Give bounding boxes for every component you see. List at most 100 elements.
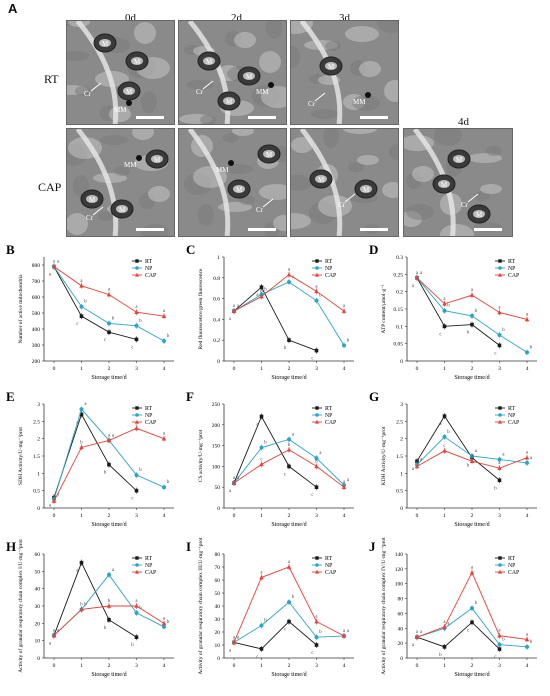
point-cap	[314, 464, 319, 469]
significance-letter: a	[53, 260, 56, 265]
significance-letter: b	[315, 459, 318, 464]
x-tick-label: 4	[343, 663, 346, 669]
micrograph-label: M	[236, 186, 243, 194]
y-axis-label: SDH Activity/U·mg⁻¹prot	[18, 427, 24, 485]
organelle-m: M	[125, 51, 149, 71]
y-tick-label: 0.5	[33, 489, 40, 495]
significance-letter: a	[416, 459, 419, 464]
point-cap	[341, 633, 347, 638]
x-tick-label: 4	[343, 513, 346, 519]
legend-label-cap: CAP	[508, 570, 519, 576]
y-tick-label: 200	[212, 423, 221, 429]
y-tick-label: 40	[35, 587, 41, 593]
point-cap	[79, 283, 84, 288]
organelle-m: M	[93, 33, 117, 53]
significance-letter: b	[139, 468, 142, 473]
series-line-rt	[233, 620, 317, 650]
point-rt	[134, 635, 139, 639]
micrograph-label: M	[456, 156, 463, 164]
point-np	[107, 572, 111, 577]
significance-letter: b	[167, 620, 170, 625]
y-axis-label: ATP content/μmol·g⁻¹	[381, 284, 387, 334]
legend-label-cap: CAP	[325, 273, 336, 279]
micrograph-label: MM	[114, 106, 127, 114]
significance-letter: a	[80, 279, 83, 284]
significance-letter: c	[311, 357, 313, 362]
point-cap	[286, 272, 292, 277]
y-tick-label: 0.3	[396, 255, 403, 261]
significance-letter: a	[229, 489, 232, 494]
point-np	[497, 457, 502, 462]
y-tick-label: 2	[400, 437, 403, 443]
micrograph-label: MM	[353, 98, 366, 106]
significance-letter: b	[84, 602, 87, 607]
series-line-rt	[416, 621, 500, 650]
point-np	[442, 308, 447, 313]
y-tick-label: 1.5	[33, 454, 40, 460]
significance-letter: b	[264, 287, 267, 292]
point-cap	[259, 575, 264, 580]
micrograph-label: M	[102, 40, 109, 48]
significance-letter: c	[467, 628, 469, 633]
y-tick-label: 20	[35, 621, 41, 627]
point-cap	[231, 640, 237, 645]
point-np	[162, 624, 166, 629]
organelle-cr: Cr	[196, 80, 214, 96]
y-tick-label: 500	[32, 311, 41, 317]
significance-letter: a	[347, 629, 350, 634]
legend-label-np: NP	[325, 563, 332, 569]
series-line-rt	[53, 266, 137, 340]
x-tick-label: 2	[288, 513, 291, 519]
x-tick-label: 1	[260, 513, 263, 519]
significance-letter: a	[526, 632, 529, 637]
point-rt	[259, 414, 264, 419]
y-tick-label: 60	[398, 611, 404, 617]
significance-letter: a	[108, 288, 111, 293]
point-cap	[524, 317, 530, 322]
y-axis-label: Activity of granular respiratory chain c…	[380, 537, 387, 675]
legend-label-cap: CAP	[508, 420, 519, 426]
x-tick-label: 2	[471, 366, 474, 372]
legend-label-rt: RT	[145, 556, 153, 562]
y-tick-label: 0	[217, 506, 220, 512]
significance-letter: c	[494, 351, 496, 356]
micrograph-label: M	[441, 181, 448, 189]
point-cap	[259, 294, 264, 299]
x-tick-label: 1	[80, 663, 83, 669]
organelle-cr: Cr	[308, 92, 326, 108]
series-line-rt	[416, 277, 500, 346]
micrograph-label: M	[266, 151, 273, 159]
point-cap	[414, 634, 420, 639]
point-cap	[469, 292, 475, 297]
y-tick-label: 0.5	[396, 489, 403, 495]
x-axis-label: Storage time/d	[91, 522, 126, 528]
x-tick-label: 0	[233, 366, 236, 372]
y-tick-label: 400	[32, 327, 41, 333]
point-cap	[341, 484, 347, 489]
point-cap	[106, 292, 112, 297]
y-tick-label: 140	[395, 552, 404, 558]
y-tick-label: 2.5	[396, 419, 403, 425]
x-tick-label: 4	[343, 366, 346, 372]
point-rt	[497, 343, 502, 348]
significance-letter: b	[139, 319, 142, 324]
point-rt	[287, 619, 291, 624]
significance-letter: a	[57, 492, 60, 497]
significance-letter: c	[494, 655, 496, 660]
organelle-m: M	[197, 51, 221, 71]
y-axis-label: Activity of granular respiratory chain c…	[17, 539, 24, 673]
significance-letter: a	[163, 309, 166, 314]
significance-letter: c	[131, 497, 133, 502]
significance-letter: a	[237, 304, 240, 309]
point-cap	[134, 603, 139, 608]
point-rt	[442, 645, 447, 649]
panel-letter: H	[6, 539, 16, 554]
micrograph-cap-3d: M M Cr	[290, 128, 399, 237]
point-rt	[497, 647, 502, 651]
significance-letter: a	[443, 620, 446, 625]
row-label-cap: CAP	[38, 180, 62, 194]
significance-letter: a	[412, 467, 415, 472]
chart-h: H 0 10 20 30 40 50 60 0 1 2 3 4 Storage time/d Activit…	[2, 539, 182, 690]
point-np	[134, 473, 139, 478]
significance-letter: a	[343, 629, 346, 634]
